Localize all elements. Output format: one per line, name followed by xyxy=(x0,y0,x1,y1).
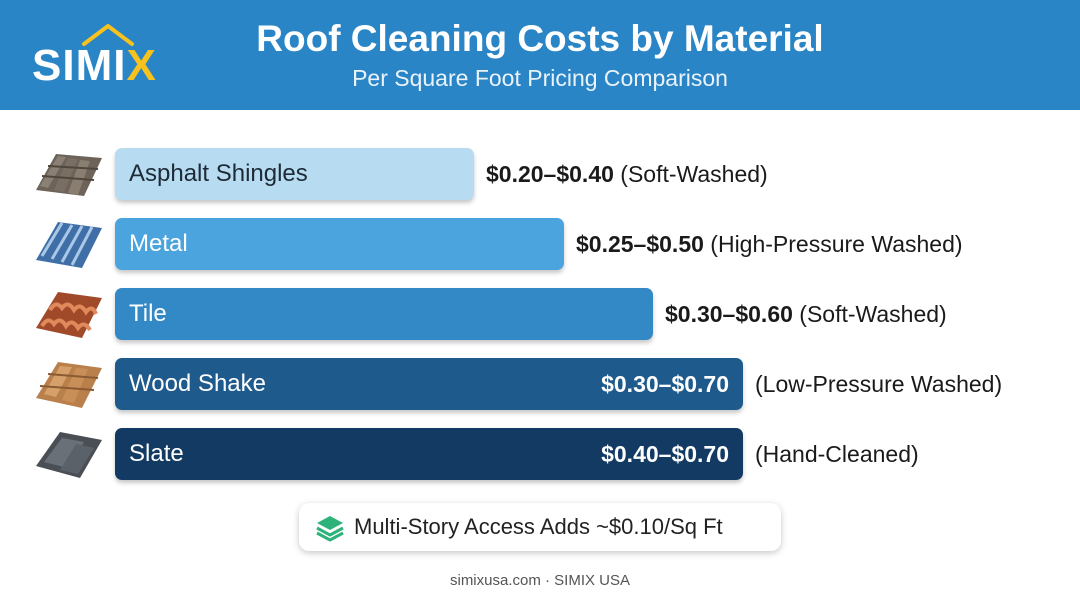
layers-icon xyxy=(316,516,344,542)
bar-label: Slate xyxy=(129,440,184,467)
bar-row-slate: Slate $0.40–$0.70 (Hand-Cleaned) xyxy=(0,420,1080,490)
note-text: Multi-Story Access Adds ~$0.10/Sq Ft xyxy=(354,514,723,539)
house-roof-icon xyxy=(82,24,134,46)
bar-value-label: $0.20–$0.40 (Soft-Washed) xyxy=(486,148,768,200)
bar-method: (High-Pressure Washed) xyxy=(710,231,963,257)
bar-row-asphalt-shingles: Asphalt Shingles $0.20–$0.40 (Soft-Washe… xyxy=(0,140,1080,210)
bar-price: $0.25–$0.50 xyxy=(576,231,704,257)
metal-roof-icon xyxy=(36,222,102,268)
bar-label: Metal xyxy=(129,230,188,257)
simix-logo: SIMIX xyxy=(32,20,172,90)
bar-row-metal: Metal $0.25–$0.50 (High-Pressure Washed) xyxy=(0,210,1080,280)
bar-row-tile: Tile $0.30–$0.60 (Soft-Washed) xyxy=(0,280,1080,350)
note-callout: Multi-Story Access Adds ~$0.10/Sq Ft xyxy=(299,503,781,551)
asphalt-shingles-icon xyxy=(36,154,102,196)
bar-price: $0.30–$0.60 xyxy=(665,301,793,327)
wood-shake-icon xyxy=(36,362,102,408)
bar-price: $0.40–$0.70 xyxy=(601,441,729,467)
bar-chart: Asphalt Shingles $0.20–$0.40 (Soft-Washe… xyxy=(0,110,1080,500)
footer-credit: simixusa.com · SIMIX USA xyxy=(449,572,631,589)
bar-value-label: $0.30–$0.60 (Soft-Washed) xyxy=(665,288,947,340)
bar: Asphalt Shingles xyxy=(115,148,474,200)
bar-label: Tile xyxy=(129,300,167,327)
bar-method: (Low-Pressure Washed) xyxy=(755,371,1003,397)
clay-tile-icon xyxy=(36,292,102,338)
logo-accent: X xyxy=(126,41,157,90)
bar: Slate $0.40–$0.70 xyxy=(115,428,743,480)
bar-label: Asphalt Shingles xyxy=(129,160,308,187)
bar: Metal xyxy=(115,218,564,270)
bar-price: $0.20–$0.40 xyxy=(486,161,614,187)
bar-method: (Hand-Cleaned) xyxy=(755,441,919,467)
bar-value-label: $0.25–$0.50 (High-Pressure Washed) xyxy=(576,218,963,270)
bar-label: Wood Shake xyxy=(129,370,266,397)
header-banner: SIMIX Roof Cleaning Costs by Material Pe… xyxy=(0,0,1080,110)
bar-price: $0.30–$0.70 xyxy=(601,371,729,397)
chart-subtitle: Per Square Foot Pricing Comparison xyxy=(352,65,728,91)
bar-method: (Soft-Washed) xyxy=(620,161,768,187)
slate-icon xyxy=(36,432,102,478)
bar: Tile xyxy=(115,288,653,340)
logo-text: SIMIX xyxy=(32,41,157,90)
bar-row-wood-shake: Wood Shake $0.30–$0.70 (Low-Pressure Wash… xyxy=(0,350,1080,420)
bar-method: (Soft-Washed) xyxy=(799,301,947,327)
chart-title: Roof Cleaning Costs by Material xyxy=(256,18,824,59)
bar: Wood Shake $0.30–$0.70 xyxy=(115,358,743,410)
